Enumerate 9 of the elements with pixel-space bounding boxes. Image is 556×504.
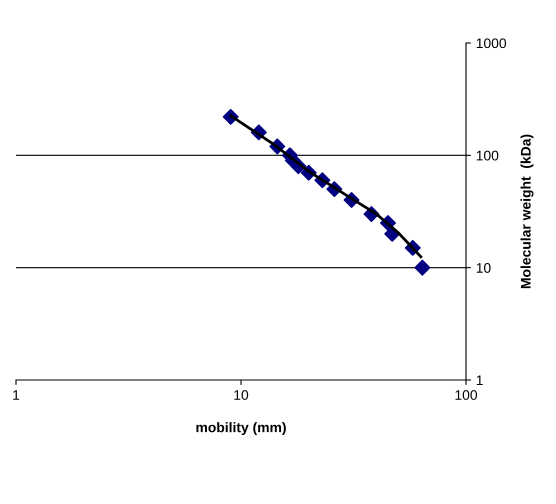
x-tick-label: 10 [234,390,248,400]
x-axis-title: mobility (mm) [196,422,286,436]
x-tick-label: 100 [455,390,478,400]
y-tick-label: 1000 [476,38,506,48]
y-tick-label: 100 [476,150,498,161]
y-tick-label: 10 [476,263,491,273]
y-tick-label: 1 [476,375,483,386]
x-tick-label: 1 [13,390,20,400]
y-axis-title: Molecular weight (kDa) [520,134,534,288]
